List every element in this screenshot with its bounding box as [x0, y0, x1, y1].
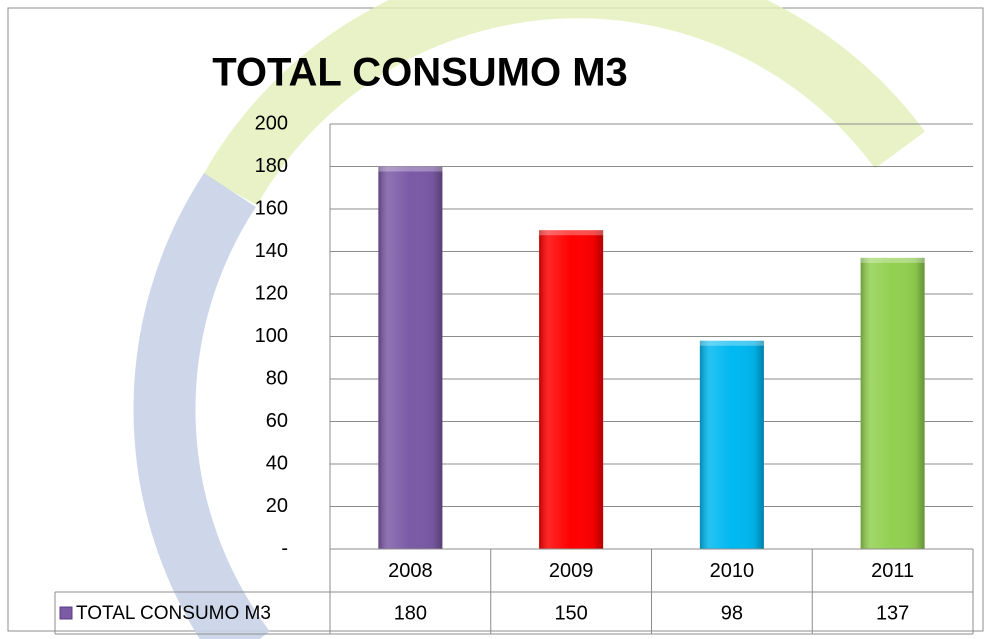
chart-title: TOTAL CONSUMO M3	[212, 51, 628, 95]
x-tick-label: 2010	[710, 560, 755, 582]
table-value: 180	[394, 602, 427, 624]
bar-shade	[699, 340, 764, 549]
y-tick-label: 60	[266, 410, 288, 432]
bar-cap	[860, 257, 925, 263]
y-tick-label: 120	[255, 282, 288, 304]
y-tick-label: -	[281, 537, 288, 559]
table-value: 137	[876, 602, 909, 624]
x-tick-label: 2008	[388, 560, 433, 582]
y-tick-label: 40	[266, 452, 288, 474]
table-value: 150	[554, 602, 587, 624]
y-tick-label: 180	[255, 155, 288, 177]
x-tick-label: 2011	[871, 560, 914, 582]
table-value: 98	[721, 602, 743, 624]
bar-shade	[539, 230, 604, 549]
bar-cap	[539, 230, 604, 236]
y-tick-label: 160	[255, 197, 288, 219]
decor-arc	[133, 173, 270, 639]
legend-label: TOTAL CONSUMO M3	[76, 603, 271, 624]
y-tick-label: 20	[266, 495, 288, 517]
y-tick-label: 80	[266, 367, 288, 389]
decor-arc	[203, 0, 925, 206]
bar-cap	[699, 340, 764, 346]
y-tick-label: 200	[255, 112, 288, 134]
y-tick-label: 140	[255, 240, 288, 262]
bar-cap	[378, 166, 443, 172]
legend-marker	[59, 606, 73, 620]
bar-shade	[378, 166, 443, 549]
y-tick-label: 100	[255, 325, 288, 347]
bar-shade	[860, 257, 925, 549]
x-tick-label: 2009	[549, 560, 594, 582]
